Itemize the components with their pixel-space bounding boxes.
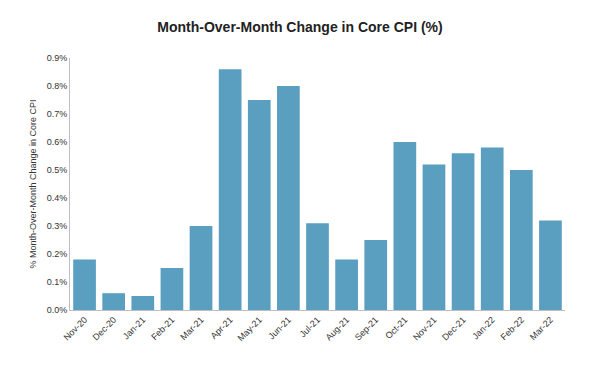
- svg-text:Apr-21: Apr-21: [209, 315, 235, 341]
- svg-text:Dec-21: Dec-21: [440, 315, 468, 343]
- svg-text:0.3%: 0.3%: [47, 221, 68, 231]
- svg-text:Mar-21: Mar-21: [178, 315, 205, 342]
- svg-text:Jul-21: Jul-21: [298, 315, 322, 339]
- svg-text:Nov-20: Nov-20: [62, 315, 90, 343]
- svg-text:Aug-21: Aug-21: [324, 315, 352, 343]
- svg-text:0.7%: 0.7%: [47, 109, 68, 119]
- svg-text:Mar-22: Mar-22: [528, 315, 555, 342]
- svg-text:0.2%: 0.2%: [47, 249, 68, 259]
- svg-text:0.5%: 0.5%: [47, 165, 68, 175]
- svg-text:Jan-22: Jan-22: [470, 315, 497, 342]
- svg-text:Jun-21: Jun-21: [266, 315, 293, 342]
- svg-text:Nov-21: Nov-21: [411, 315, 439, 343]
- svg-text:May-21: May-21: [236, 315, 264, 343]
- svg-text:0.9%: 0.9%: [47, 53, 68, 63]
- svg-text:Feb-21: Feb-21: [149, 315, 176, 342]
- svg-text:Month-Over-Month Change in Cor: Month-Over-Month Change in Core CPI (%): [157, 19, 442, 35]
- svg-text:0.6%: 0.6%: [47, 137, 68, 147]
- svg-text:0.1%: 0.1%: [47, 277, 68, 287]
- svg-text:Sep-21: Sep-21: [353, 315, 381, 343]
- svg-text:Jan-21: Jan-21: [121, 315, 148, 342]
- svg-text:Oct-21: Oct-21: [383, 315, 409, 341]
- svg-text:0.4%: 0.4%: [47, 193, 68, 203]
- svg-text:0.0%: 0.0%: [47, 305, 68, 315]
- svg-text:0.8%: 0.8%: [47, 81, 68, 91]
- svg-text:Feb-22: Feb-22: [499, 315, 526, 342]
- svg-text:Dec-20: Dec-20: [91, 315, 119, 343]
- svg-text:% Month-Over-Month Change in C: % Month-Over-Month Change in Core CPI: [28, 99, 38, 268]
